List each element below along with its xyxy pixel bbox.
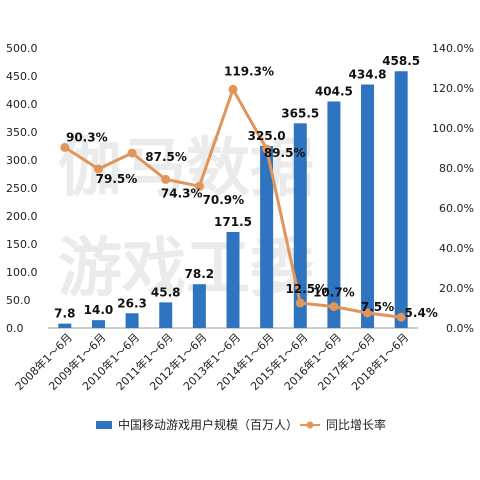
bar (159, 302, 173, 328)
growth-value-label: 87.5% (145, 150, 187, 164)
data-labels: 7.8 14.0 26.3 45.8 78.2 171.5 325.0 365.5 404.5 4… (54, 54, 438, 320)
growth-point (396, 312, 406, 322)
growth-point (228, 84, 238, 94)
bar-value-label: 45.8 (151, 285, 181, 299)
growth-point (363, 308, 373, 318)
growth-value-label: 119.3% (224, 64, 274, 78)
y-left-tick-label: 500.0 (6, 42, 38, 55)
bar-value-label: 7.8 (54, 307, 75, 321)
y-left-tick-label: 150.0 (6, 238, 38, 251)
bar (226, 231, 240, 328)
growth-value-label: 89.5% (264, 146, 306, 160)
y-right-tick-label: 140.0% (432, 42, 474, 55)
growth-point (161, 174, 171, 184)
growth-value-label: 12.5% (285, 282, 327, 296)
x-tick-label: 2013年1～6月 (180, 330, 243, 393)
y-right-tick-label: 20.0% (439, 282, 474, 295)
bar (293, 123, 307, 328)
x-tick-label: 2018年1～6月 (348, 330, 411, 393)
bar (58, 323, 72, 328)
y-left-tick-label: 300.0 (6, 154, 38, 167)
bar-value-label: 171.5 (214, 215, 252, 229)
bar-value-label: 14.0 (84, 303, 114, 317)
y-right-tick-label: 100.0% (432, 122, 474, 135)
x-tick-label: 2008年1～6月 (12, 330, 75, 393)
growth-point (262, 144, 272, 154)
growth-point (295, 298, 305, 308)
x-tick-label: 2012年1～6月 (147, 330, 210, 393)
x-tick-label: 2015年1～6月 (247, 330, 310, 393)
bar-value-label: 404.5 (315, 84, 353, 98)
y-right-tick-label: 60.0% (439, 202, 474, 215)
growth-point (60, 142, 70, 152)
bar (361, 84, 375, 329)
x-tick-label: 2011年1～6月 (113, 330, 176, 393)
growth-value-label: 7.5% (361, 300, 394, 314)
y-right-tick-label: 120.0% (432, 82, 474, 95)
bar-value-label: 365.5 (281, 106, 319, 120)
legend-bar-label: 中国移动游戏用户规模（百万人） (118, 417, 298, 432)
y-right-tick-label: 40.0% (439, 242, 474, 255)
bar-value-label: 325.0 (248, 129, 286, 143)
growth-value-label: 5.4% (405, 306, 438, 320)
legend-bar-swatch (96, 421, 112, 429)
growth-value-label: 10.7% (313, 286, 355, 300)
growth-point (329, 302, 339, 312)
legend-line-label: 同比增长率 (326, 417, 386, 432)
y-left-tick-label: 400.0 (6, 98, 38, 111)
y-right-tick-label: 0.0% (446, 322, 474, 335)
bar (91, 320, 105, 328)
y-left-tick-label: 350.0 (6, 126, 38, 139)
y-left-tick-label: 50.0 (6, 294, 31, 307)
bar-value-label: 458.5 (382, 54, 420, 68)
y-right-tick-label: 80.0% (439, 162, 474, 175)
growth-point (93, 164, 103, 174)
bar (260, 146, 274, 328)
x-tick-label: 2010年1～6月 (79, 330, 142, 393)
legend-line-marker (306, 421, 314, 429)
y-left-tick-label: 100.0 (6, 266, 38, 279)
bar (125, 313, 139, 328)
bar-value-label: 78.2 (185, 267, 215, 281)
bar (192, 284, 206, 328)
x-tick-label: 2017年1～6月 (315, 330, 378, 393)
line-series (60, 84, 406, 322)
y-left-tick-label: 250.0 (6, 182, 38, 195)
growth-point (127, 148, 137, 158)
growth-value-label: 79.5% (96, 172, 138, 186)
bar-series (58, 71, 408, 329)
bar (394, 71, 408, 329)
bar-value-label: 434.8 (349, 68, 387, 82)
x-tick-label: 2009年1～6月 (46, 330, 109, 393)
growth-value-label: 74.3% (161, 186, 203, 200)
y-left-tick-label: 450.0 (6, 70, 38, 83)
bar-value-label: 26.3 (117, 296, 147, 310)
y-left-tick-label: 200.0 (6, 210, 38, 223)
growth-value-label: 90.3% (66, 130, 108, 144)
x-tick-label: 2014年1～6月 (214, 330, 277, 393)
growth-value-label: 70.9% (203, 193, 245, 207)
x-tick-label: 2016年1～6月 (281, 330, 344, 393)
bar (327, 101, 341, 328)
y-left-tick-label: 0.0 (6, 322, 24, 335)
growth-point (194, 181, 204, 191)
legend: 中国移动游戏用户规模（百万人） 同比增长率 (96, 417, 386, 432)
